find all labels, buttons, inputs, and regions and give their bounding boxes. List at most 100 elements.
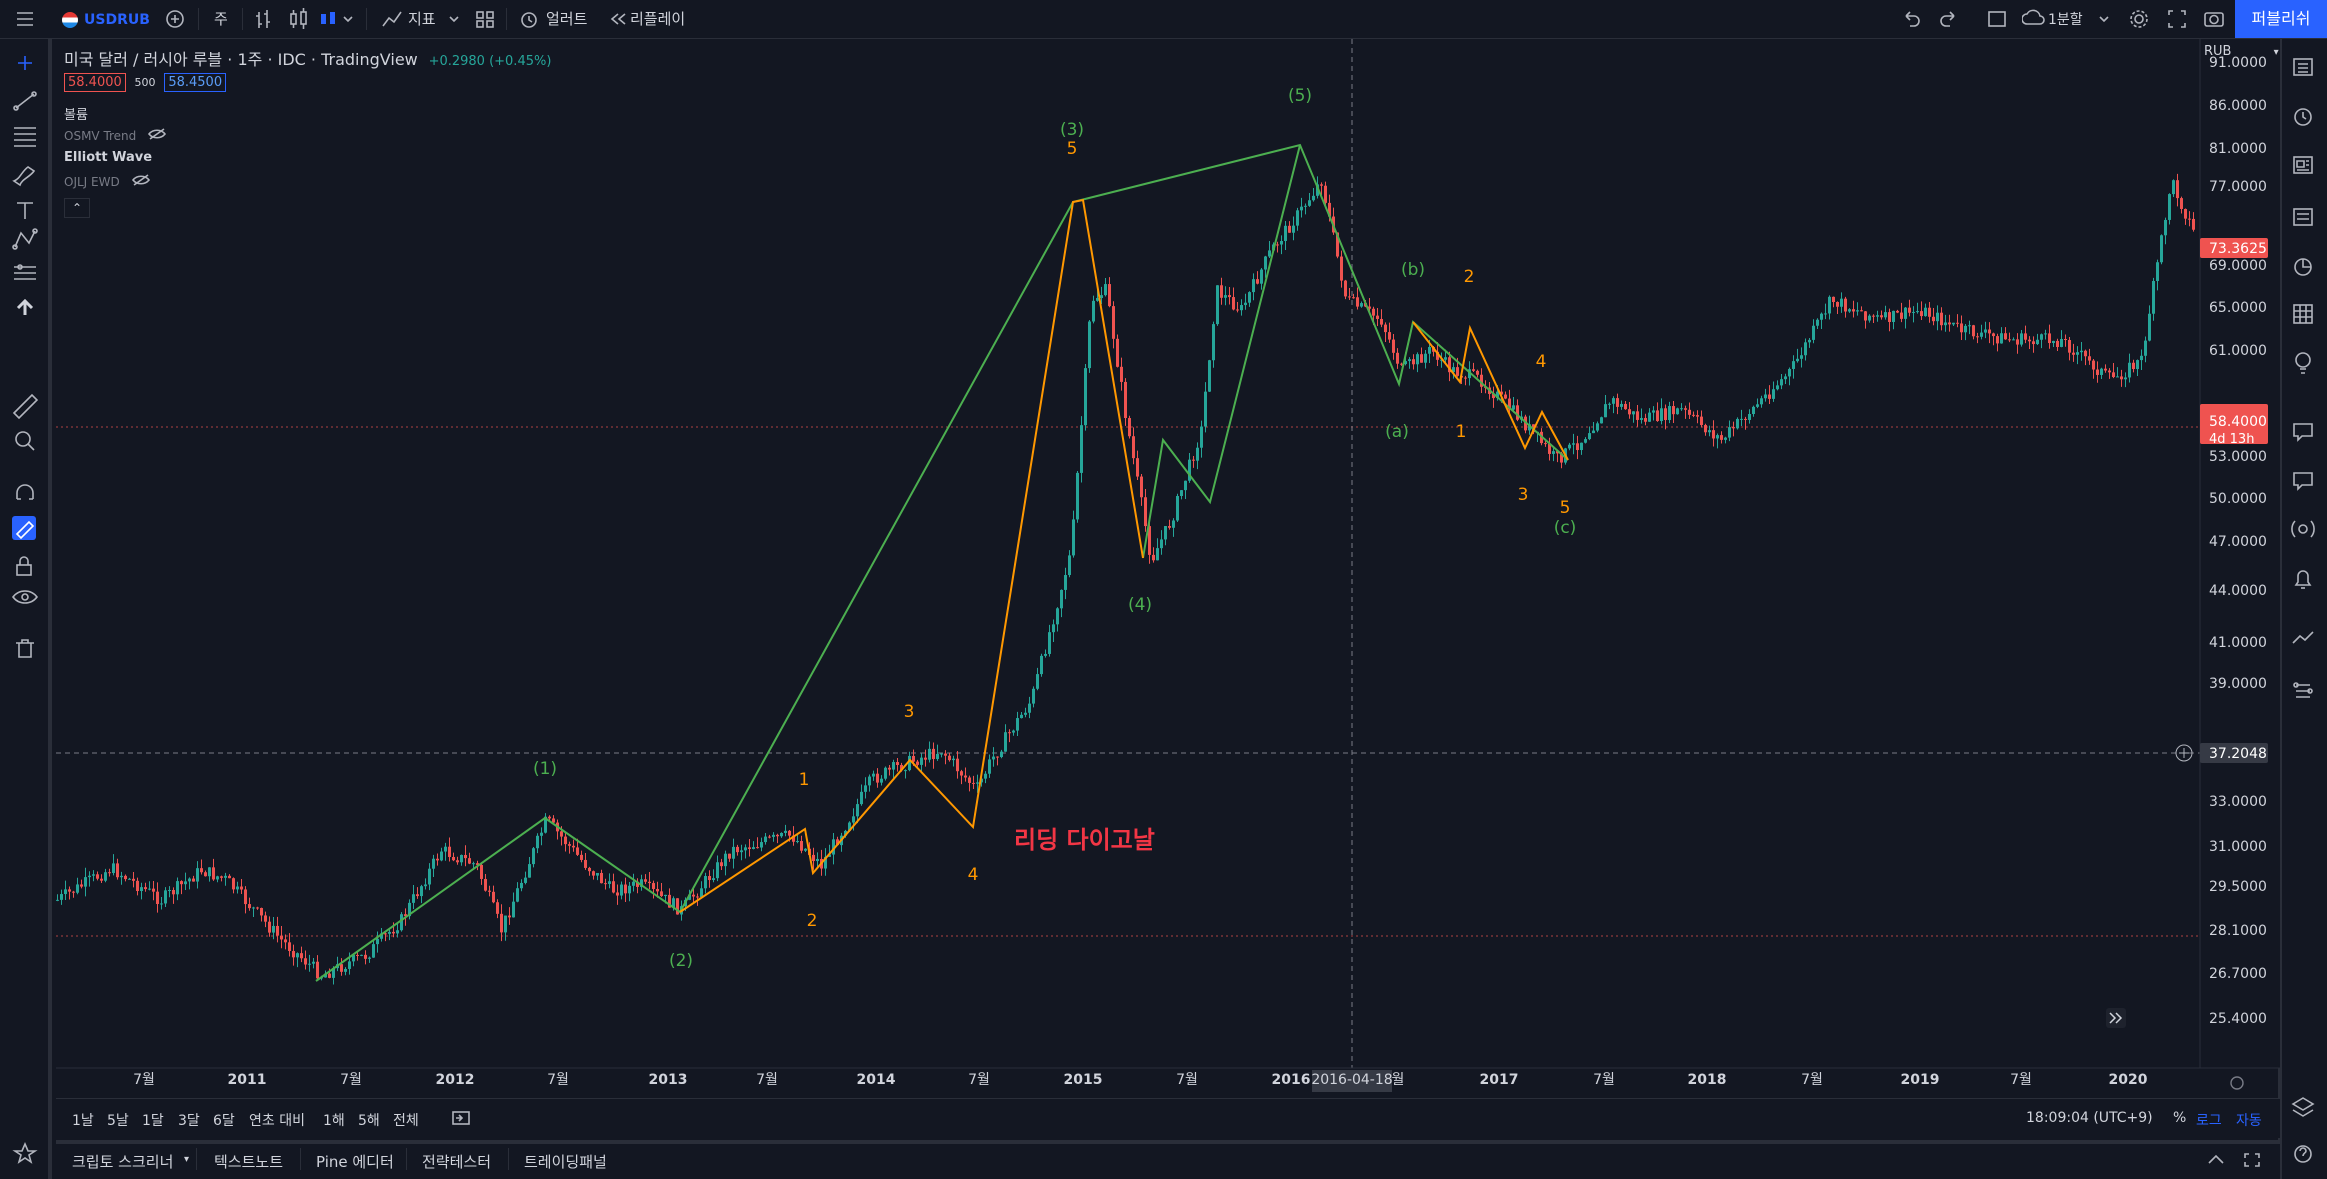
chevron-down-icon[interactable]: ▾: [184, 1154, 190, 1165]
candle-body: [868, 776, 871, 786]
layers-icon[interactable]: [2291, 1097, 2315, 1117]
streams-icon[interactable]: [2291, 520, 2315, 538]
tab-crypto-screener[interactable]: 크립토 스크리너: [72, 1153, 174, 1171]
candle-body: [1404, 361, 1407, 365]
redo-icon[interactable]: [1938, 0, 1960, 38]
eye-hidden-icon[interactable]: [147, 128, 167, 140]
star-icon[interactable]: [12, 1141, 38, 1164]
candle-body: [852, 816, 855, 823]
collapse-panel-icon[interactable]: [2206, 1151, 2226, 1171]
alarm-clock-icon[interactable]: [2294, 108, 2312, 126]
messages-icon[interactable]: [2293, 472, 2313, 491]
tab-text-notes[interactable]: 텍스트노트: [214, 1153, 284, 1171]
tf-1m[interactable]: 1달: [142, 1113, 164, 1129]
layout-square-icon[interactable]: [1986, 0, 2008, 38]
tab-pine-editor[interactable]: Pine 에디터: [316, 1153, 394, 1171]
tf-1d[interactable]: 1날: [72, 1113, 94, 1129]
help-icon[interactable]: [2294, 1145, 2312, 1163]
log-toggle[interactable]: 로그: [2196, 1113, 2222, 1129]
fullscreen-icon[interactable]: [2166, 0, 2188, 38]
tf-6m[interactable]: 6달: [213, 1113, 235, 1129]
publish-button[interactable]: 퍼블리쉬: [2235, 0, 2327, 38]
bid-box[interactable]: 58.4000: [64, 73, 126, 92]
ask-box[interactable]: 58.4500: [164, 73, 227, 92]
undo-icon[interactable]: [1900, 0, 1922, 38]
camera-icon[interactable]: [2202, 0, 2226, 38]
text-icon[interactable]: [17, 202, 33, 219]
hotlist-icon[interactable]: [2294, 258, 2312, 276]
tab-trading-panel[interactable]: 트레이딩패널: [524, 1153, 607, 1171]
tf-ytd[interactable]: 연초 대비: [249, 1113, 305, 1129]
tf-5d[interactable]: 5날: [107, 1113, 129, 1129]
object-tree-icon[interactable]: [2293, 682, 2313, 698]
settings-gear-icon[interactable]: [2128, 0, 2150, 38]
currency-selector[interactable]: RUB ▾: [2204, 44, 2279, 59]
chevron-down-icon[interactable]: [2098, 0, 2110, 38]
calendar-icon[interactable]: [2293, 304, 2313, 324]
zoom-icon[interactable]: [15, 431, 35, 451]
annotation-text[interactable]: 리딩 다이고날: [1014, 826, 1155, 854]
chat-icon[interactable]: [2293, 423, 2313, 442]
candle-body: [464, 854, 467, 859]
ruler-icon[interactable]: [12, 393, 39, 420]
magnet-icon[interactable]: [16, 484, 34, 500]
trend-icon[interactable]: [2292, 631, 2314, 644]
prediction-icon[interactable]: [14, 264, 36, 280]
tf-5y[interactable]: 5해: [358, 1113, 380, 1129]
indicators-button[interactable]: 지표: [380, 0, 436, 38]
clock-label[interactable]: 18:09:04 (UTC+9): [2026, 1110, 2153, 1126]
menu-icon[interactable]: [14, 0, 36, 38]
study-osmv[interactable]: OSMV Trend: [64, 129, 137, 143]
crosshair-icon[interactable]: [18, 56, 32, 70]
candle-body: [1192, 459, 1195, 461]
percent-toggle[interactable]: %: [2173, 1110, 2187, 1126]
fib-icon[interactable]: [14, 127, 36, 147]
watchlist-icon[interactable]: [2293, 58, 2313, 76]
brush-icon[interactable]: [12, 166, 36, 187]
eye-hidden-icon[interactable]: [131, 174, 151, 186]
candle-style-icon[interactable]: [288, 0, 310, 38]
eye-icon[interactable]: [11, 590, 39, 604]
layout-button[interactable]: 1분할: [2021, 0, 2083, 38]
notification-bell-icon[interactable]: [2294, 570, 2312, 589]
price-label-box: [2200, 238, 2268, 258]
tf-all[interactable]: 전체: [393, 1113, 419, 1129]
interval-button[interactable]: 주: [214, 10, 228, 28]
idea-icon[interactable]: [2295, 352, 2311, 374]
compare-plus-icon[interactable]: [164, 0, 186, 38]
candle-body: [1632, 411, 1635, 415]
study-elliott[interactable]: Elliott Wave: [64, 150, 153, 165]
tf-1y[interactable]: 1해: [323, 1113, 345, 1129]
symbol-search-button[interactable]: USDRUB: [62, 0, 150, 38]
pattern-icon[interactable]: [12, 228, 38, 250]
arrow-up-icon[interactable]: [16, 298, 34, 315]
collapse-legend-button[interactable]: ⌃: [64, 198, 90, 218]
tab-strategy-tester[interactable]: 전략테스터: [422, 1153, 492, 1171]
alert-button[interactable]: 얼러트: [518, 0, 587, 38]
scale-settings-gear-icon[interactable]: [2230, 1076, 2244, 1090]
lock-icon[interactable]: [16, 556, 32, 576]
goto-date-icon[interactable]: [451, 1110, 471, 1130]
legend-title[interactable]: 미국 달러 / 러시아 루블 · 1주 · IDC · TradingView: [64, 50, 418, 69]
replay-button[interactable]: 리플레이: [608, 0, 685, 38]
trash-icon[interactable]: [16, 639, 34, 658]
auto-toggle[interactable]: 자동: [2236, 1113, 2262, 1129]
chevron-down-icon[interactable]: [448, 0, 460, 38]
maximize-panel-icon[interactable]: [2242, 1151, 2262, 1173]
bar-style-icon[interactable]: [254, 0, 276, 38]
tf-3m[interactable]: 3달: [178, 1113, 200, 1129]
study-volume[interactable]: 볼륨: [64, 108, 88, 123]
chart-pane[interactable]: (1) (2) (3) (4) (5) (a) (b) (c) 1 2 3 4 5 2 3 4 5 1 91.00…: [56, 39, 2280, 1098]
trendline-icon[interactable]: [13, 91, 37, 111]
time-tick: 7월: [133, 1072, 155, 1088]
datawindow-icon[interactable]: [2293, 208, 2313, 226]
candle-body: [1048, 632, 1051, 654]
templates-icon[interactable]: [474, 0, 496, 38]
add-alert-plus-icon[interactable]: [2175, 744, 2193, 762]
news-icon[interactable]: [2293, 156, 2313, 174]
study-ojlj[interactable]: OJLJ EWD: [64, 175, 120, 189]
candle-body: [448, 846, 451, 857]
hollow-candle-icon[interactable]: [318, 0, 356, 38]
price-scale[interactable]: [2200, 39, 2280, 1068]
candle-body: [2092, 360, 2095, 370]
